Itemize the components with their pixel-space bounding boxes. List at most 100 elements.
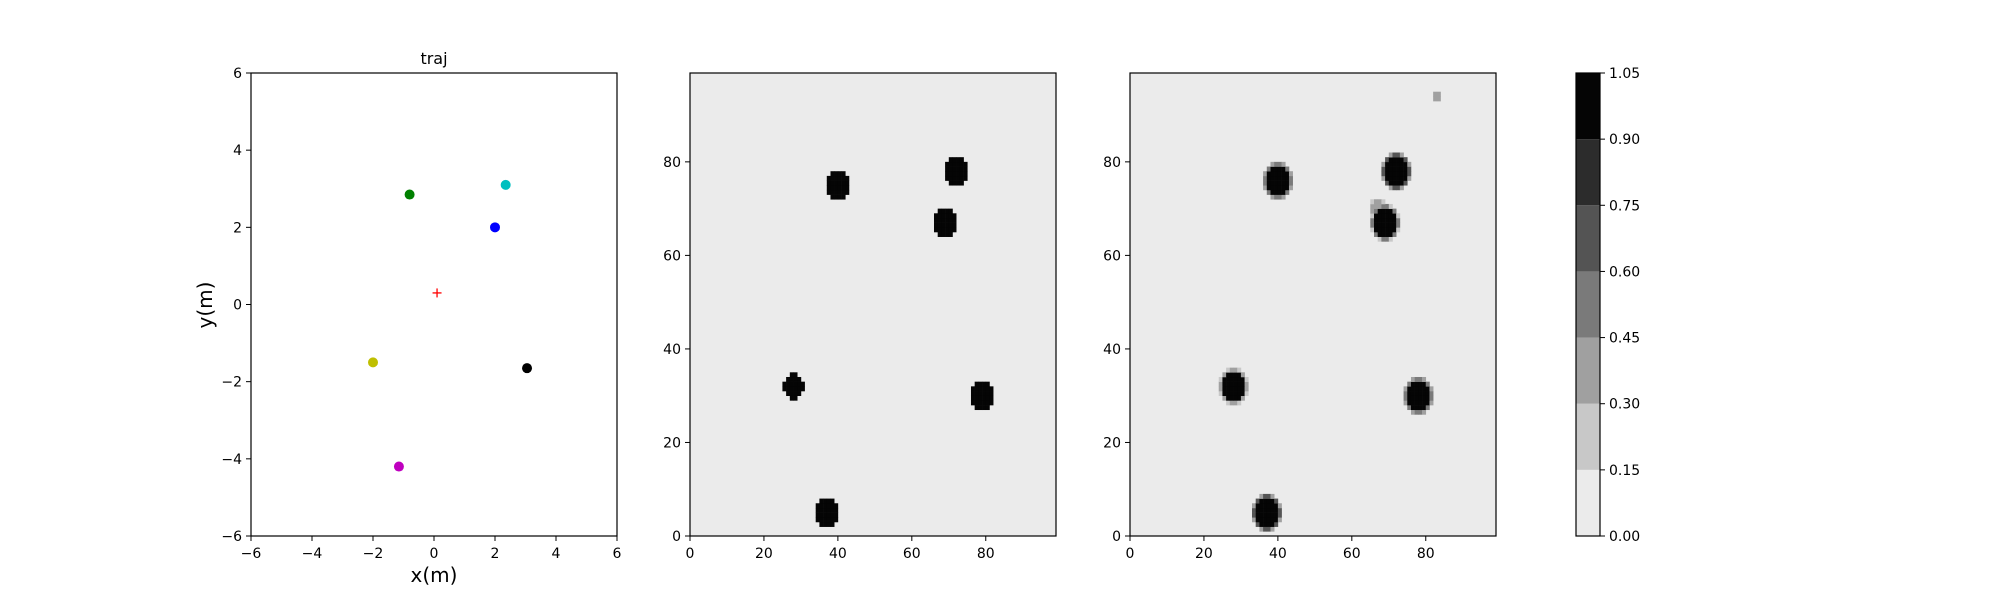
heatmap-2-cell [1218, 391, 1223, 396]
heatmap-1-cell [985, 391, 990, 396]
heatmap-2-cell [1226, 391, 1231, 396]
heatmap-2-cell [1407, 161, 1412, 167]
heatmap-2-cell [1226, 395, 1231, 401]
colorbar-band [1576, 139, 1600, 206]
heatmap-2-cell [1381, 217, 1386, 223]
heatmap-2-cell [1233, 372, 1238, 378]
heatmap-panel-2: 0 20 40 60 80 0 20 40 60 80 [1103, 72, 1497, 562]
heatmap-1-cell [974, 395, 979, 401]
heatmap-1-cell [956, 161, 961, 167]
heatmap-1-cell [963, 166, 968, 172]
heatmap-2-cell [1266, 171, 1271, 177]
colorbar-band [1576, 271, 1600, 338]
heatmap-1-ytick-label: 0 [672, 529, 681, 545]
heatmap-2-cell [1436, 96, 1441, 102]
heatmap-2-cell [1399, 171, 1404, 177]
heatmap-2-cell [1403, 180, 1408, 186]
heatmap-2-cell [1377, 208, 1382, 214]
heatmap-1-cell [941, 208, 946, 214]
heatmap-1-cell [834, 517, 839, 523]
heatmap-2-cell [1229, 395, 1234, 401]
heatmap-1-cell [974, 381, 979, 387]
heatmap-1-xtick-label: 80 [977, 546, 995, 562]
heatmap-2-cell [1288, 171, 1293, 177]
heatmap-1-cell [941, 213, 946, 219]
heatmap-1-cell [937, 232, 942, 237]
heatmap-1-cell [789, 395, 794, 401]
heatmap-2-cell [1233, 381, 1238, 387]
heatmap-2-cell [1414, 376, 1419, 382]
heatmap-1-cell [830, 517, 835, 523]
heatmap-2-cell [1410, 381, 1415, 387]
heatmap-2-cell [1422, 400, 1427, 406]
heatmap-2-cell [1270, 526, 1275, 532]
heatmap-2-cell [1388, 222, 1393, 228]
heatmap-2-cell [1274, 175, 1279, 181]
heatmap-2-axes: 0 20 40 60 80 0 20 40 60 80 [1103, 155, 1434, 562]
traj-ytick-label: 4 [233, 143, 242, 159]
heatmap-2-cell [1388, 157, 1393, 163]
heatmap-2-cell [1277, 517, 1282, 523]
heatmap-1-cell [948, 171, 953, 177]
heatmap-2-cell [1281, 175, 1286, 181]
heatmap-2-cell [1370, 208, 1375, 214]
heatmap-2-cell [1226, 376, 1231, 382]
heatmap-2-cell [1392, 171, 1397, 177]
heatmap-2-cell [1396, 171, 1401, 177]
colorbar-band [1576, 337, 1600, 404]
colorbar-tick-label: 0.90 [1609, 132, 1640, 148]
heatmap-1-cell [830, 512, 835, 518]
heatmap-2-cell [1259, 503, 1264, 509]
heatmap-2-cell [1392, 222, 1397, 228]
heatmap-1-cell [834, 171, 839, 177]
heatmap-2-cell [1388, 175, 1393, 181]
heatmap-2-cell [1259, 526, 1264, 532]
colorbar-frame [1575, 72, 1601, 537]
heatmap-1-cell [945, 161, 950, 167]
heatmap-1-cell [952, 227, 957, 233]
heatmap-2-cell [1418, 386, 1423, 392]
heatmap-2-cell [1222, 381, 1227, 387]
heatmap-1-cell [837, 194, 842, 200]
heatmap-2-cell [1288, 175, 1293, 181]
heatmap-2-cell [1252, 512, 1256, 518]
heatmap-1-cell [948, 208, 953, 214]
heatmap-1-cell [834, 185, 839, 191]
heatmap-2-cell [1274, 180, 1279, 186]
colorbar-tick-label: 0.00 [1609, 529, 1640, 545]
heatmap-2-cell [1374, 208, 1378, 214]
heatmap-2-cell [1385, 213, 1390, 219]
heatmap-2-cell [1403, 166, 1408, 172]
heatmap-2-cell [1226, 400, 1231, 406]
heatmap-2-cell [1237, 367, 1242, 373]
heatmap-1-cell [978, 395, 983, 401]
heatmap-2-cell [1222, 376, 1227, 382]
heatmap-1-ytick-label: 20 [663, 435, 681, 451]
heatmap-1-axes-frame [689, 72, 1057, 537]
heatmap-2-cell [1285, 175, 1290, 181]
heatmap-1-cell [786, 391, 791, 396]
heatmap-1-cell [948, 180, 953, 186]
heatmap-2-cell [1410, 386, 1415, 392]
heatmap-2-cell [1396, 227, 1401, 233]
heatmap-2-cell [1414, 391, 1419, 396]
heatmap-1-cell [793, 391, 798, 396]
heatmap-1-cell [982, 391, 987, 396]
heatmap-2-cell [1259, 507, 1264, 513]
heatmap-2-cell [1266, 498, 1271, 504]
heatmap-1-cell [830, 171, 835, 177]
heatmap-2-cell [1392, 217, 1397, 223]
traj-ytick-label: −4 [221, 452, 242, 468]
heatmap-1-cell [985, 405, 990, 411]
heatmap-2-cell [1381, 199, 1386, 205]
heatmap-2-cell [1229, 386, 1234, 392]
heatmap-2-cell [1270, 512, 1275, 518]
heatmap-2-cell [1244, 386, 1249, 392]
heatmap-1-cell [934, 217, 938, 223]
heatmap-2-cell [1403, 157, 1408, 163]
heatmap-1-cell [989, 391, 994, 396]
heatmap-1-cell [830, 189, 835, 195]
heatmap-2-cell [1255, 517, 1260, 523]
heatmap-2-cell [1396, 161, 1401, 167]
heatmap-2-cell [1270, 185, 1275, 191]
